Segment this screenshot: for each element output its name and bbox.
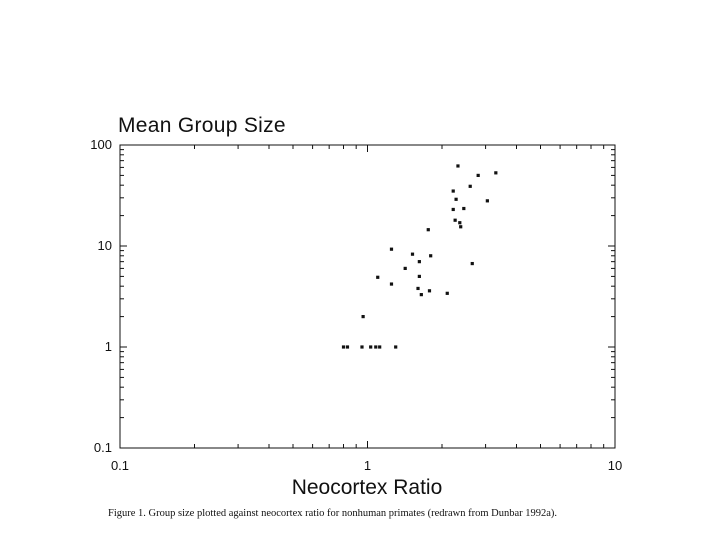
- data-point: [468, 184, 472, 188]
- data-point: [345, 345, 350, 349]
- data-point: [376, 275, 380, 279]
- data-point: [429, 254, 433, 258]
- data-point: [485, 199, 489, 203]
- x-tick-label: 10: [608, 458, 622, 473]
- plot-frame: [119, 144, 616, 449]
- data-point: [419, 293, 423, 297]
- data-point: [451, 207, 455, 212]
- data-point: [451, 189, 455, 193]
- data-point: [470, 261, 474, 266]
- data-point: [458, 221, 462, 225]
- x-tick-label: 0.1: [111, 458, 129, 473]
- data-point: [389, 282, 394, 286]
- y-tick-label: 1: [105, 339, 112, 354]
- data-point: [494, 171, 498, 175]
- data-point: [417, 274, 421, 279]
- y-tick-label: 10: [98, 238, 112, 253]
- axis-tick-labels: 0.1 1 10 100 10 1 0.1: [90, 137, 622, 473]
- data-point: [456, 164, 460, 168]
- data-point: [403, 266, 407, 271]
- data-point: [369, 345, 373, 349]
- data-point: [360, 345, 364, 349]
- data-point: [453, 218, 457, 222]
- data-point: [416, 286, 420, 291]
- data-point: [459, 225, 463, 229]
- data-points: [341, 164, 498, 349]
- data-point: [378, 345, 382, 349]
- data-point: [361, 314, 365, 319]
- data-point: [454, 197, 458, 201]
- data-point: [394, 345, 398, 349]
- data-point: [462, 206, 466, 211]
- chart-title: Mean Group Size: [118, 114, 286, 137]
- figure-caption: Figure 1. Group size plotted against neo…: [108, 508, 558, 519]
- data-point: [426, 228, 430, 232]
- x-tick-label: 1: [364, 458, 371, 473]
- axis-ticks: [119, 145, 615, 449]
- data-point: [427, 289, 432, 293]
- y-tick-label: 100: [90, 137, 112, 152]
- y-tick-label: 0.1: [94, 440, 112, 455]
- data-point: [389, 247, 394, 251]
- data-point: [476, 173, 480, 178]
- data-point: [445, 291, 449, 295]
- x-axis-label: Neocortex Ratio: [291, 476, 443, 499]
- data-point: [374, 345, 378, 349]
- data-point: [341, 345, 346, 349]
- data-point: [417, 260, 421, 264]
- data-point: [410, 252, 415, 256]
